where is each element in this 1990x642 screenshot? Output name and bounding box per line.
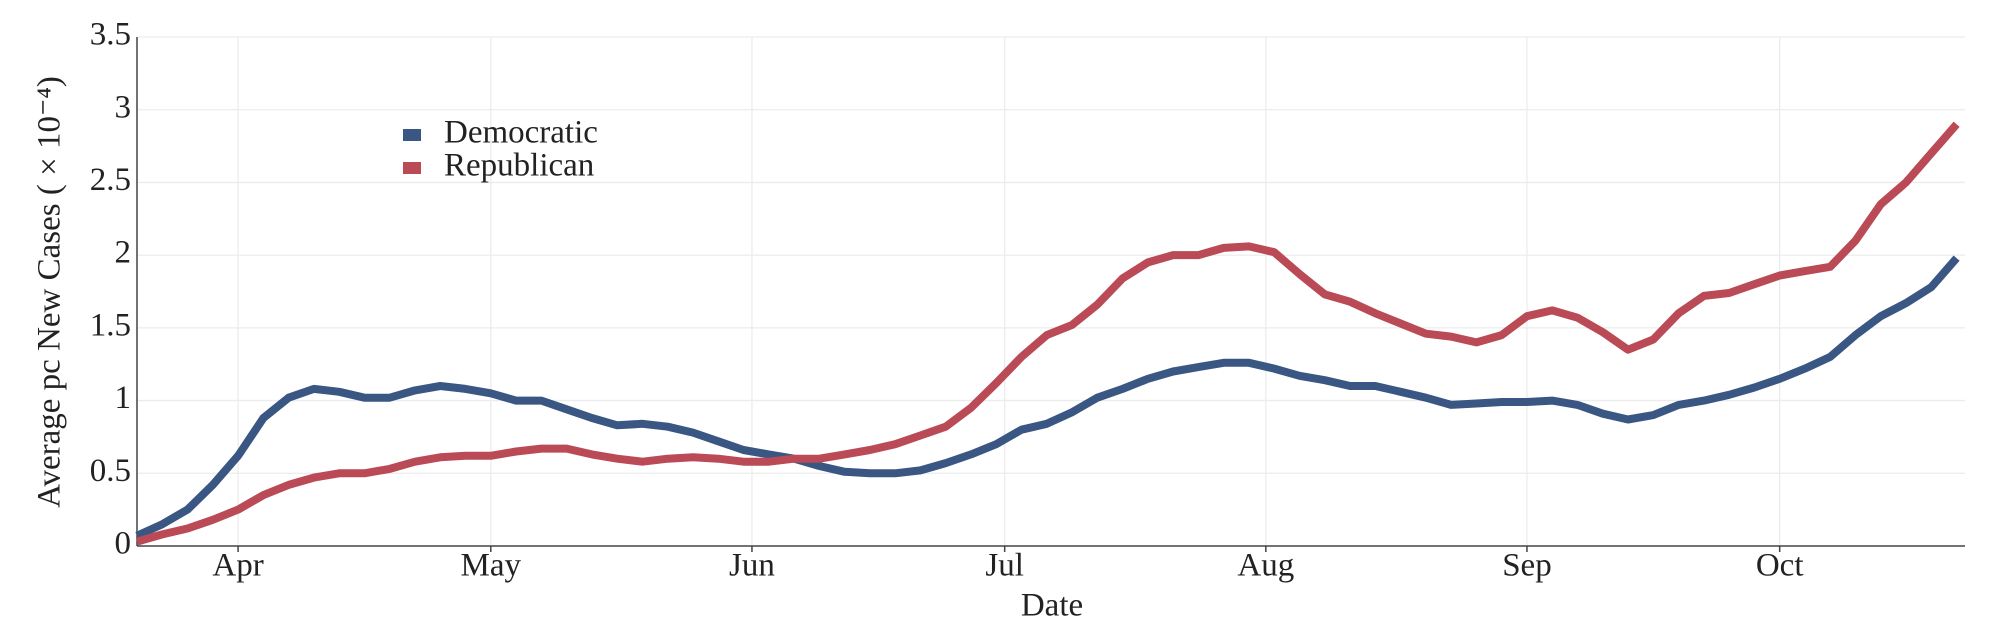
x-tick-label: Jun [729,548,775,584]
x-tick-label: Apr [212,548,263,584]
y-tick-label: 2 [115,235,132,271]
y-tick-label: 2.5 [90,162,131,198]
x-tick-label: Aug [1237,548,1294,584]
x-tick-label: May [461,548,522,584]
x-tick-label: Oct [1756,548,1804,584]
y-axis-label: Average pc New Cases ( × 10⁻⁴) [32,76,68,508]
x-axis-label: Date [1021,588,1083,624]
y-tick-label: 3 [115,89,132,125]
x-tick-label: Jul [985,548,1024,584]
legend-swatch [403,129,421,141]
y-tick-label: 1.5 [90,307,131,343]
y-tick-label: 0.5 [90,453,131,489]
legend-label: Democratic [444,115,598,151]
y-tick-label: 0 [115,526,132,562]
line-series [135,255,1960,540]
line-series [135,121,1960,546]
y-tick-label: 3.5 [90,17,131,53]
y-tick-label: 1 [115,380,132,416]
legend-swatch [403,162,421,174]
x-tick-label: Sep [1502,548,1552,584]
legend-label: Republican [444,148,594,184]
